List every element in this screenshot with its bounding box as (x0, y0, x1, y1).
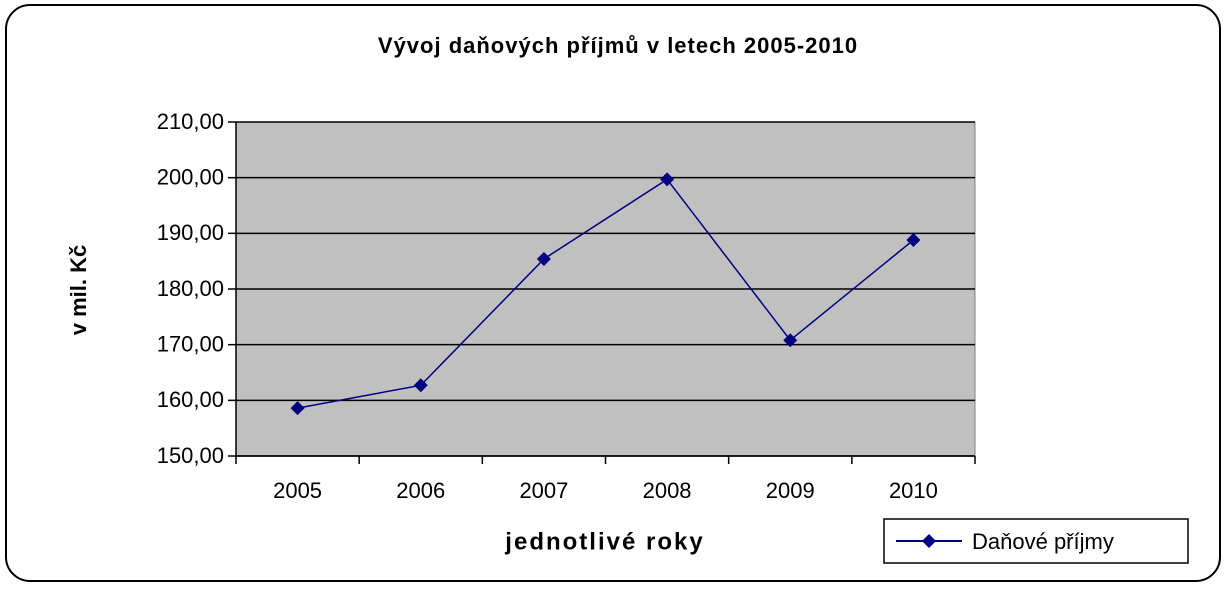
legend-marker (922, 534, 936, 548)
y-tick-label: 190,00 (157, 220, 224, 245)
y-tick-label: 170,00 (157, 331, 224, 356)
plot-area: 150,00 160,00 170,00 180,00 190,00 200,00 210,… (157, 109, 976, 503)
y-tick-label: 200,00 (157, 164, 224, 189)
y-tick-label: 180,00 (157, 276, 224, 301)
x-tick-label: 2006 (396, 478, 445, 503)
x-tick-label: 2007 (519, 478, 568, 503)
x-tick-label: 2010 (889, 478, 938, 503)
chart-title: Vývoj daňových příjmů v letech 2005-2010 (378, 33, 858, 58)
legend-label: Daňové příjmy (972, 529, 1114, 554)
point-marker (413, 378, 428, 393)
y-tick-label: 160,00 (157, 387, 224, 412)
point-marker (536, 251, 551, 266)
x-tick-label: 2005 (273, 478, 322, 503)
y-tick-label: 150,00 (157, 443, 224, 468)
x-tick-label: 2009 (766, 478, 815, 503)
y-tick-label: 210,00 (157, 109, 224, 134)
point-marker (660, 172, 675, 187)
y-axis-label: v mil. Kč (66, 245, 91, 335)
x-tick-label: 2008 (643, 478, 692, 503)
x-axis-label: jednotlivé roky (504, 528, 704, 555)
point-marker (290, 401, 305, 416)
series-line (297, 178, 914, 409)
point-marker (783, 333, 798, 348)
point-marker (906, 233, 921, 248)
